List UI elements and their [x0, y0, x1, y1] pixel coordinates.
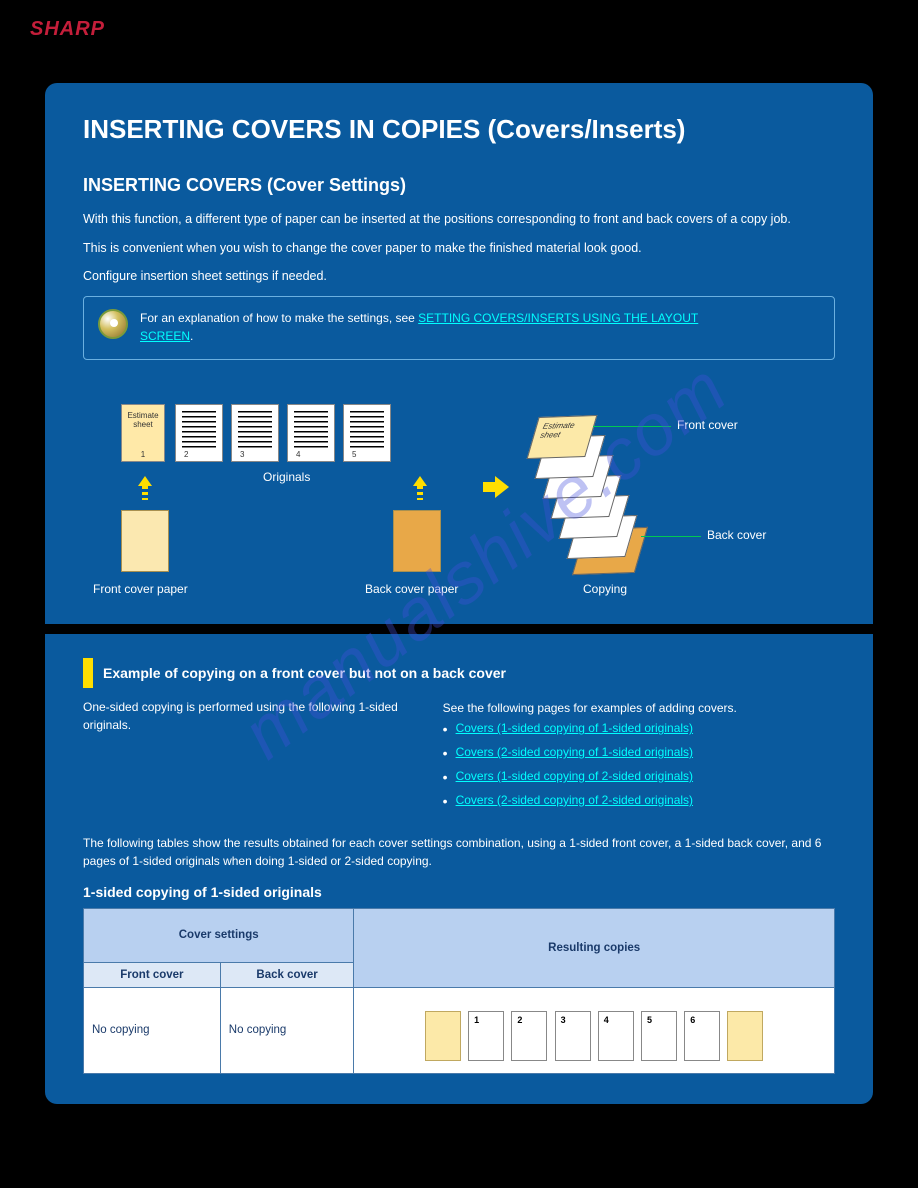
mini-page: 1: [468, 1011, 504, 1061]
page-num-5: 5: [352, 450, 356, 459]
mini-page-num: 3: [561, 1015, 566, 1025]
mini-page: 6: [684, 1011, 720, 1061]
th-results: Resulting copies: [354, 908, 835, 987]
td-front-setting: No copying: [84, 987, 221, 1073]
section-heading: INSERTING COVERS (Cover Settings): [83, 175, 835, 196]
page-num-4: 4: [296, 450, 300, 459]
front-paper-label: Front cover paper: [93, 582, 188, 596]
example-right-lead: See the following pages for examples of …: [443, 698, 835, 718]
example-left: One-sided copying is performed using the…: [83, 698, 403, 814]
example-right: See the following pages for examples of …: [443, 698, 835, 814]
brand-logo: SHARP: [0, 0, 918, 41]
page-title: INSERTING COVERS IN COPIES (Covers/Inser…: [83, 113, 835, 147]
example-left-text: One-sided copying is performed using the…: [83, 698, 403, 734]
original-page: 4: [287, 404, 335, 462]
mini-page: 3: [555, 1011, 591, 1061]
bulb-icon: [98, 309, 128, 339]
mini-page: 5: [641, 1011, 677, 1061]
cover-settings-table: Cover settings Resulting copies Front co…: [83, 908, 835, 1074]
mini-page-num: 5: [647, 1015, 652, 1025]
mini-page-num: 1: [474, 1015, 479, 1025]
back-cover-paper: [393, 510, 441, 572]
arrow-right-icon: [483, 476, 511, 498]
page-num-1: 1: [141, 450, 145, 459]
header-bar: [30, 49, 888, 83]
copying-label: Copying: [583, 582, 627, 596]
note-link-2[interactable]: SCREEN: [140, 329, 190, 343]
mini-page-num: 2: [517, 1015, 522, 1025]
example-title-text: Example of copying on a front cover but …: [103, 665, 506, 681]
page-num-2: 2: [184, 450, 188, 459]
cover-link-2[interactable]: Covers (2-sided copying of 1-sided origi…: [456, 742, 693, 762]
th-front-cover: Front cover: [84, 962, 221, 987]
note-text: For an explanation of how to make the se…: [140, 309, 698, 345]
cover-link-4[interactable]: Covers (2-sided copying of 2-sided origi…: [456, 790, 693, 810]
note-box: For an explanation of how to make the se…: [83, 296, 835, 360]
cover-link-1[interactable]: Covers (1-sided copying of 1-sided origi…: [456, 718, 693, 738]
mini-page: 2: [511, 1011, 547, 1061]
mini-page-num: 6: [690, 1015, 695, 1025]
arrow-up-icon: [138, 476, 152, 500]
td-result: 1 2 3 4 5 6: [354, 987, 835, 1073]
td-back-setting: No copying: [220, 987, 354, 1073]
callout-line: [593, 426, 671, 427]
divider-bar: [45, 624, 873, 634]
description-1: With this function, a different type of …: [83, 210, 835, 229]
front-cover-paper: [121, 510, 169, 572]
estimate-sheet: Estimate sheet 1: [121, 404, 165, 462]
estimate-label: Estimate sheet: [127, 411, 158, 429]
original-page: 5: [343, 404, 391, 462]
mini-cover-back: [727, 1011, 763, 1061]
cover-link-3[interactable]: Covers (1-sided copying of 2-sided origi…: [456, 766, 693, 786]
callout-line: [641, 536, 701, 537]
back-cover-callout: Back cover: [707, 528, 766, 542]
arrow-up-icon: [413, 476, 427, 500]
mini-page: 4: [598, 1011, 634, 1061]
main-panel: INSERTING COVERS IN COPIES (Covers/Inser…: [45, 83, 873, 1104]
one-sided-heading: 1-sided copying of 1-sided originals: [83, 884, 835, 900]
two-column: One-sided copying is performed using the…: [83, 698, 835, 814]
note-lead: For an explanation of how to make the se…: [140, 311, 418, 325]
example-heading: Example of copying on a front cover but …: [83, 658, 835, 688]
original-page: 2: [175, 404, 223, 462]
originals-label: Originals: [263, 470, 310, 484]
note-link-1[interactable]: SETTING COVERS/INSERTS USING THE LAYOUT: [418, 311, 698, 325]
covers-diagram: Estimate sheet 1 2 3 4 5 Originals Front…: [83, 384, 835, 624]
table-intro: The following tables show the results ob…: [83, 834, 835, 870]
mini-page-num: 4: [604, 1015, 609, 1025]
yellow-bar-icon: [83, 658, 93, 688]
mini-cover-front: [425, 1011, 461, 1061]
page-num-3: 3: [240, 450, 244, 459]
description-2: This is convenient when you wish to chan…: [83, 239, 835, 258]
th-cover-settings: Cover settings: [84, 908, 354, 962]
note-tail: .: [190, 329, 193, 343]
th-back-cover: Back cover: [220, 962, 354, 987]
description-3: Configure insertion sheet settings if ne…: [83, 267, 835, 286]
original-page: 3: [231, 404, 279, 462]
front-cover-callout: Front cover: [677, 418, 738, 432]
cover-links-list: Covers (1-sided copying of 1-sided origi…: [443, 718, 835, 813]
back-paper-label: Back cover paper: [365, 582, 458, 596]
